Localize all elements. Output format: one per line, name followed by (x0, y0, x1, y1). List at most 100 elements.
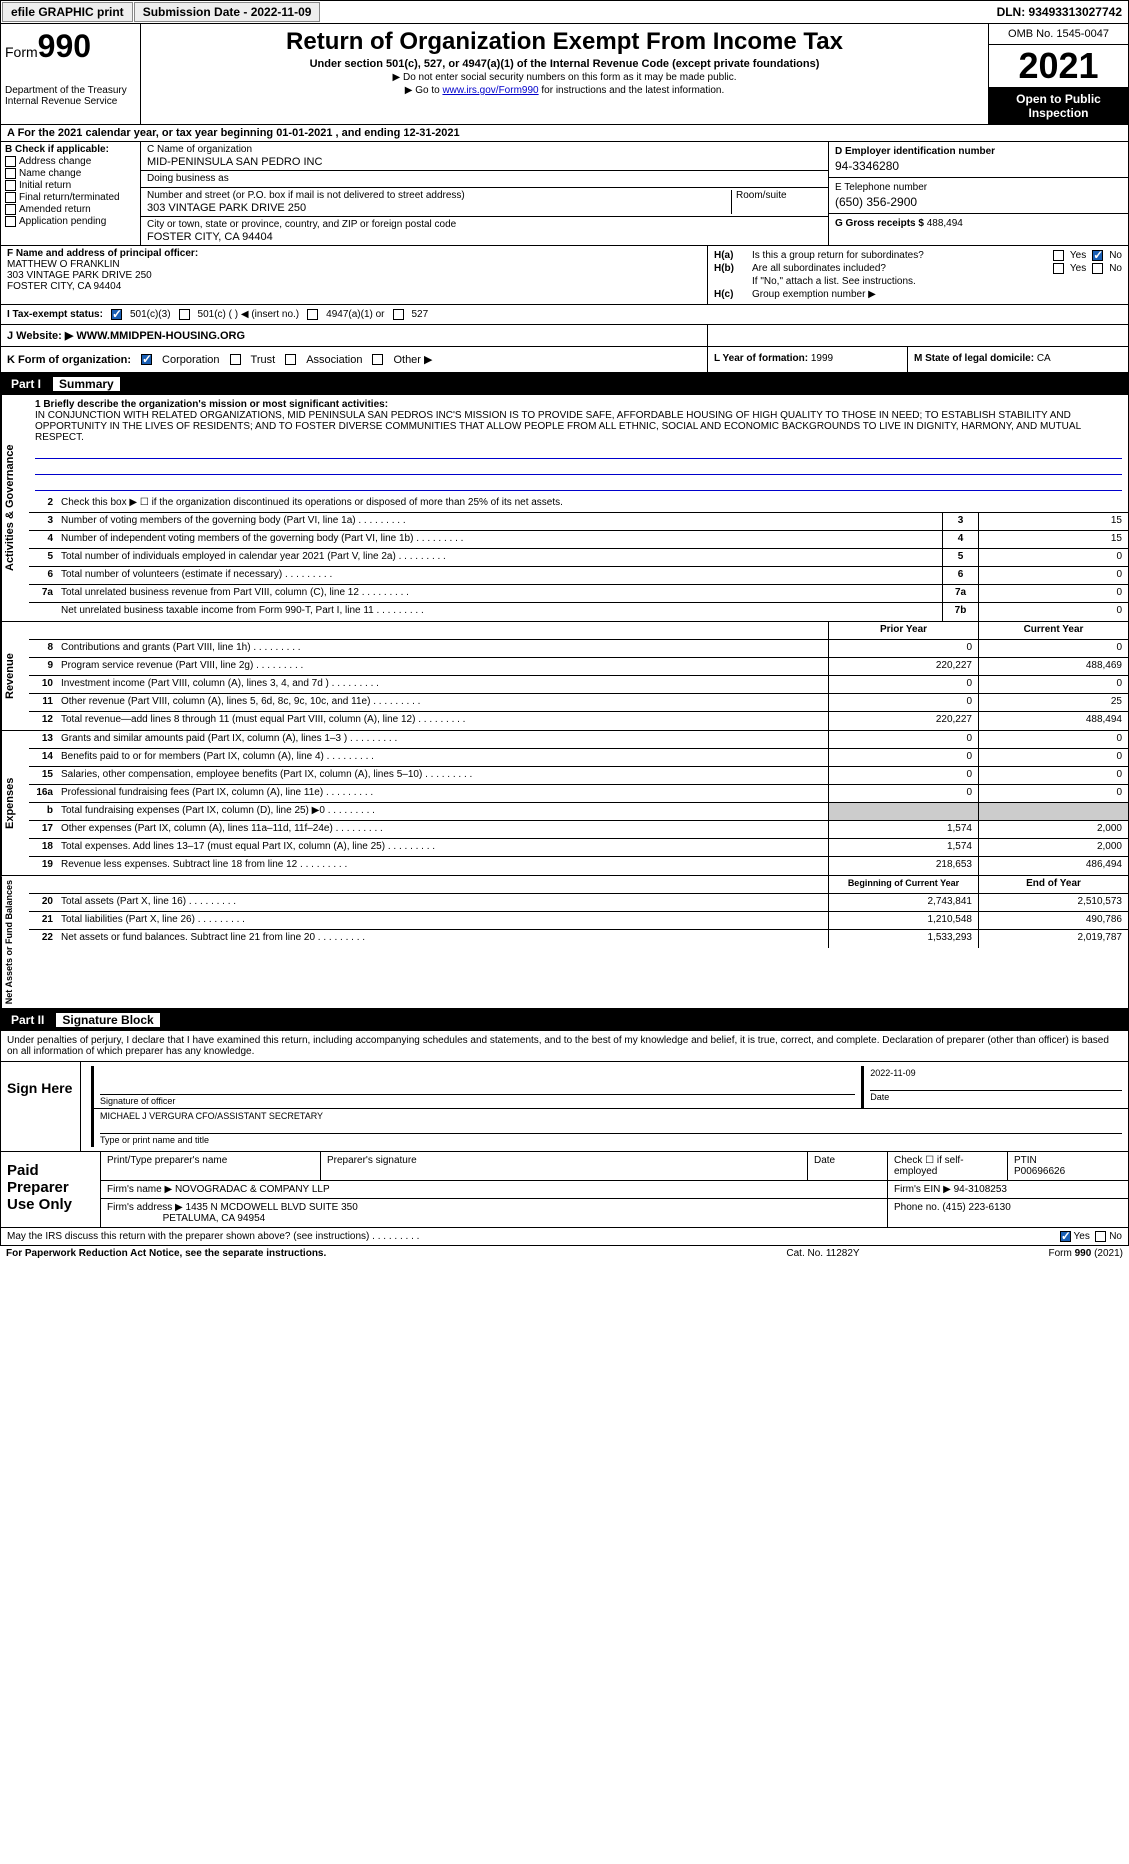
chk-ha-no[interactable] (1092, 250, 1103, 261)
line-num: 14 (29, 749, 57, 766)
mission-text: IN CONJUNCTION WITH RELATED ORGANIZATION… (35, 410, 1122, 443)
tax-status-label: I Tax-exempt status: (7, 309, 103, 320)
check-self-employed: Check ☐ if self-employed (888, 1152, 1008, 1180)
hb-label: H(b) (714, 263, 752, 274)
chk-application-pending[interactable] (5, 216, 16, 227)
firm-addr-label: Firm's address ▶ (107, 1202, 183, 1213)
line-desc: Total fundraising expenses (Part IX, col… (57, 803, 828, 820)
org-name: MID-PENINSULA SAN PEDRO INC (147, 156, 822, 168)
lbl-application-pending: Application pending (19, 216, 106, 227)
line-num: 13 (29, 731, 57, 748)
tax-year: 2021 (989, 45, 1128, 88)
footer-cat-no: Cat. No. 11282Y (723, 1248, 923, 1259)
sig-date-value: 2022-11-09 (870, 1068, 1122, 1078)
firm-name-label: Firm's name ▶ (107, 1184, 172, 1195)
curr-amt (978, 803, 1128, 820)
line-num: 10 (29, 676, 57, 693)
chk-initial-return[interactable] (5, 180, 16, 191)
street-value: 303 VINTAGE PARK DRIVE 250 (147, 202, 727, 214)
paid-preparer-label: Paid Preparer Use Only (1, 1152, 101, 1227)
line-num: 11 (29, 694, 57, 711)
phone-value: (650) 356-2900 (835, 195, 1122, 209)
chk-discuss-yes[interactable] (1060, 1231, 1071, 1242)
prior-amt: 1,574 (828, 839, 978, 856)
row-fh: F Name and address of principal officer:… (0, 246, 1129, 305)
prep-date-label: Date (808, 1152, 888, 1180)
chk-527[interactable] (393, 309, 404, 320)
prep-phone-value: (415) 223-6130 (942, 1202, 1010, 1213)
col-c-org-info: C Name of organization MID-PENINSULA SAN… (141, 142, 828, 245)
firm-ein-value: 94-3108253 (954, 1184, 1007, 1195)
col-d-ein: D Employer identification number 94-3346… (828, 142, 1128, 245)
part2-title: Signature Block (56, 1013, 159, 1027)
form-header: Form990 Department of the Treasury Inter… (0, 24, 1129, 125)
line-desc: Other expenses (Part IX, column (A), lin… (57, 821, 828, 838)
line-desc: Total number of volunteers (estimate if … (57, 567, 942, 584)
line-desc: Salaries, other compensation, employee b… (57, 767, 828, 784)
note-pre: ▶ Go to (405, 85, 443, 96)
opt-527: 527 (412, 309, 429, 320)
ein-value: 94-3346280 (835, 159, 1122, 173)
curr-amt: 490,786 (978, 912, 1128, 929)
line-desc: Total assets (Part X, line 16) (57, 894, 828, 911)
street-label: Number and street (or P.O. box if mail i… (147, 190, 727, 201)
chk-amended-return[interactable] (5, 204, 16, 215)
officer-name-value: MICHAEL J VERGURA CFO/ASSISTANT SECRETAR… (100, 1111, 1122, 1121)
line-num: 21 (29, 912, 57, 929)
chk-other[interactable] (372, 354, 383, 365)
chk-discuss-no[interactable] (1095, 1231, 1106, 1242)
irs-link[interactable]: www.irs.gov/Form990 (442, 85, 538, 96)
hc-label: H(c) (714, 289, 752, 300)
chk-address-change[interactable] (5, 156, 16, 167)
line-desc: Revenue less expenses. Subtract line 18 … (57, 857, 828, 875)
line-num: 7a (29, 585, 57, 602)
line-desc: Number of independent voting members of … (57, 531, 942, 548)
chk-corporation[interactable] (141, 354, 152, 365)
form-prefix: Form (5, 44, 38, 60)
vlabel-governance: Activities & Governance (1, 395, 29, 621)
opt-association: Association (306, 354, 362, 366)
part1-revenue: Revenue Prior YearCurrent Year 8Contribu… (0, 622, 1129, 731)
chk-4947[interactable] (307, 309, 318, 320)
line-box: 7a (942, 585, 978, 602)
ha-text: Is this a group return for subordinates? (752, 250, 1053, 261)
line-num: 17 (29, 821, 57, 838)
dln: DLN: 93493313027742 (997, 5, 1128, 19)
part2-num: Part II (11, 1013, 44, 1027)
chk-hb-yes[interactable] (1053, 263, 1064, 274)
efile-print-button[interactable]: efile GRAPHIC print (2, 2, 133, 22)
prior-amt: 1,574 (828, 821, 978, 838)
chk-501c[interactable] (179, 309, 190, 320)
opt-corporation: Corporation (162, 354, 219, 366)
chk-trust[interactable] (230, 354, 241, 365)
submission-date: Submission Date - 2022-11-09 (134, 2, 321, 22)
line-box: 3 (942, 513, 978, 530)
form-subtitle: Under section 501(c), 527, or 4947(a)(1)… (145, 58, 984, 70)
chk-501c3[interactable] (111, 309, 122, 320)
chk-association[interactable] (285, 354, 296, 365)
chk-name-change[interactable] (5, 168, 16, 179)
curr-amt: 486,494 (978, 857, 1128, 875)
ptin-value: P00696626 (1014, 1166, 1122, 1177)
signature-intro: Under penalties of perjury, I declare th… (0, 1031, 1129, 1062)
curr-amt: 0 (978, 767, 1128, 784)
phone-label: E Telephone number (835, 182, 1122, 193)
line-desc: Investment income (Part VIII, column (A)… (57, 676, 828, 693)
line-desc: Total unrelated business revenue from Pa… (57, 585, 942, 602)
lbl-name-change: Name change (19, 168, 81, 179)
lbl-initial-return: Initial return (19, 180, 71, 191)
chk-hb-no[interactable] (1092, 263, 1103, 274)
line-num: 12 (29, 712, 57, 730)
chk-ha-yes[interactable] (1053, 250, 1064, 261)
line-desc: Grants and similar amounts paid (Part IX… (57, 731, 828, 748)
curr-amt: 488,469 (978, 658, 1128, 675)
part2-header: Part II Signature Block (0, 1009, 1129, 1031)
prior-amt: 0 (828, 731, 978, 748)
sig-officer-label: Signature of officer (100, 1094, 855, 1106)
line-amt: 0 (978, 603, 1128, 621)
hb-yes: Yes (1070, 263, 1086, 274)
ha-no: No (1109, 250, 1122, 261)
prior-amt (828, 803, 978, 820)
chk-final-return[interactable] (5, 192, 16, 203)
curr-amt: 0 (978, 676, 1128, 693)
